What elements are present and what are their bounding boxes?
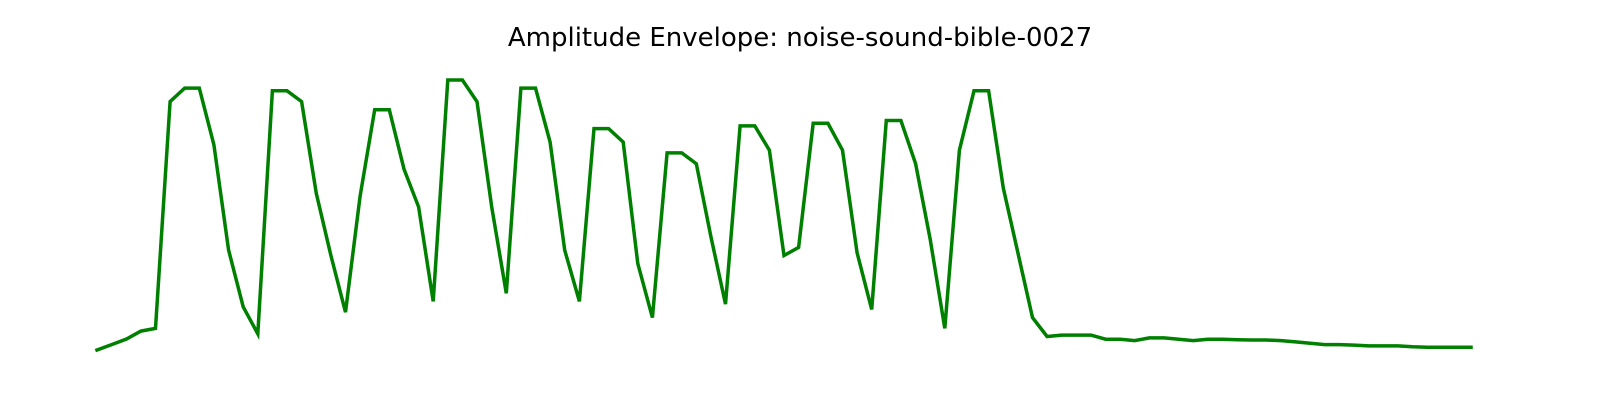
chart-title: Amplitude Envelope: noise-sound-bible-00…	[507, 23, 1093, 53]
series-line-0	[94, 78, 1473, 353]
series-layer	[94, 78, 1473, 353]
